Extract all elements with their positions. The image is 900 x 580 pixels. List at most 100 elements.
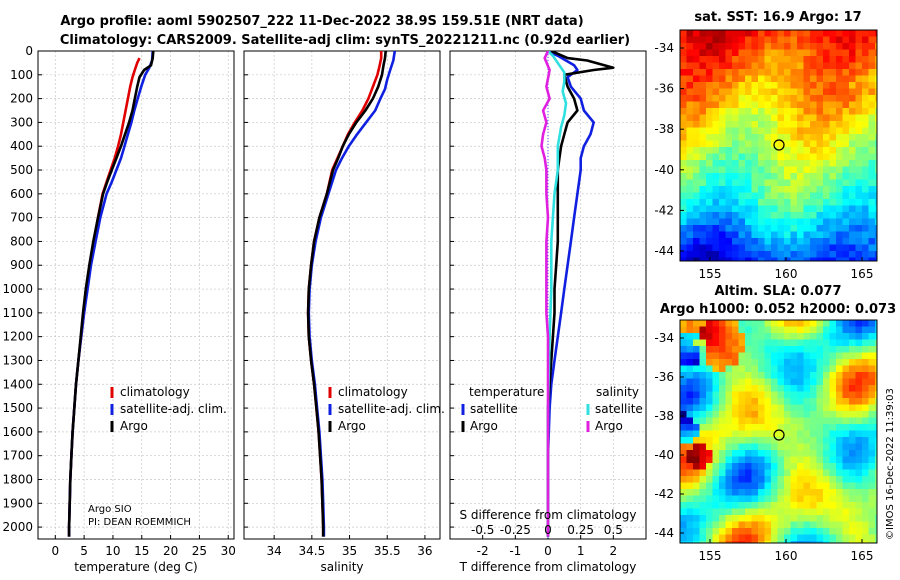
map-cell xyxy=(771,541,778,543)
map-cell xyxy=(875,456,877,464)
map-cell xyxy=(862,528,869,535)
map-cell xyxy=(842,521,850,529)
map-cell xyxy=(712,378,720,386)
legend-label-satellite: satellite-adj. clim. xyxy=(120,402,227,416)
map-cell xyxy=(862,244,869,252)
legend-label-s-satellite: satellite xyxy=(595,402,643,416)
map-cell xyxy=(836,173,843,180)
map-cell xyxy=(829,114,837,122)
map-cell xyxy=(868,365,876,373)
map-cell xyxy=(823,365,830,373)
map-cell xyxy=(699,372,707,379)
map-cell xyxy=(706,49,713,57)
map-cell xyxy=(712,339,720,347)
map-cell xyxy=(771,398,778,405)
map-cell xyxy=(680,225,687,232)
map-cell xyxy=(693,114,700,122)
map-cell xyxy=(875,463,877,470)
map-cell xyxy=(699,140,707,148)
map-cell xyxy=(725,385,733,392)
map-cell xyxy=(868,508,876,516)
map-cell xyxy=(816,489,824,496)
map-cell xyxy=(816,417,824,425)
map-cell xyxy=(725,333,733,340)
map-cell xyxy=(693,463,700,470)
map-cell xyxy=(803,365,811,373)
map-cell xyxy=(868,244,876,252)
map-cell xyxy=(875,482,877,490)
map-cell xyxy=(784,398,791,405)
map-cell xyxy=(875,134,877,141)
map-cell xyxy=(745,134,752,141)
map-cell xyxy=(849,192,856,200)
map-cell xyxy=(875,238,877,245)
map-cell xyxy=(686,352,694,360)
map-cell xyxy=(712,166,720,174)
map-cell xyxy=(868,186,876,193)
map-cell xyxy=(712,326,720,334)
map-cell xyxy=(823,199,830,206)
map-cell xyxy=(823,411,830,418)
map-cell xyxy=(693,521,700,529)
map-cell xyxy=(790,108,798,115)
map-cell xyxy=(680,352,687,360)
map-cell xyxy=(738,372,746,379)
map-cell xyxy=(686,430,694,438)
map-cell xyxy=(836,528,843,535)
map-cell xyxy=(823,443,830,451)
map-cell xyxy=(842,75,850,83)
map-cell xyxy=(719,153,726,161)
map-cell xyxy=(706,140,713,148)
map-cell xyxy=(816,424,824,431)
temperature-legend: climatology satellite-adj. clim. Argo xyxy=(110,385,227,433)
y-tick-label: 1200 xyxy=(2,330,33,344)
map-cell xyxy=(797,450,804,457)
map-cell xyxy=(823,69,830,76)
map-cell xyxy=(836,443,843,451)
map-cell xyxy=(829,36,837,44)
map-cell xyxy=(771,469,778,477)
map-cell xyxy=(680,456,687,464)
map-cell xyxy=(797,82,804,89)
map-cell xyxy=(849,88,856,96)
map-cell xyxy=(732,179,739,187)
map-cell xyxy=(797,534,804,542)
map-cell xyxy=(712,49,720,57)
map-cell xyxy=(777,186,785,193)
map-cell xyxy=(842,476,850,483)
map-cell xyxy=(803,49,811,57)
map-cell xyxy=(699,352,707,360)
map-cell xyxy=(706,404,713,412)
map-cell xyxy=(797,489,804,496)
map-cell xyxy=(862,101,869,109)
map-cell xyxy=(784,528,791,535)
map-cell xyxy=(803,411,811,418)
map-cell xyxy=(784,463,791,470)
map-cell xyxy=(719,218,726,226)
map-cell xyxy=(849,82,856,89)
map-cell xyxy=(712,257,720,261)
map-cell xyxy=(725,88,733,96)
map-cell xyxy=(816,205,824,213)
map-cell xyxy=(738,43,746,50)
map-cell xyxy=(868,398,876,405)
map-cell xyxy=(797,244,804,252)
map-cell xyxy=(693,160,700,167)
map-cell xyxy=(790,121,798,128)
map-cell xyxy=(706,495,713,503)
map-cell xyxy=(816,121,824,128)
map-cell xyxy=(699,534,707,542)
map-cell xyxy=(810,166,817,174)
temperature-xticks: 0 5 10 15 20 25 30 xyxy=(51,544,235,558)
map-cell xyxy=(758,179,765,187)
map-cell xyxy=(686,482,694,490)
map-cell xyxy=(706,365,713,373)
map-cell xyxy=(849,469,856,477)
map-cell xyxy=(764,30,772,37)
series-satellite-adj-clim- xyxy=(67,51,154,537)
map-cell xyxy=(816,88,824,96)
map-cell xyxy=(784,101,791,109)
map-cell xyxy=(855,88,863,96)
map-cell xyxy=(810,424,817,431)
map-cell xyxy=(771,43,778,50)
